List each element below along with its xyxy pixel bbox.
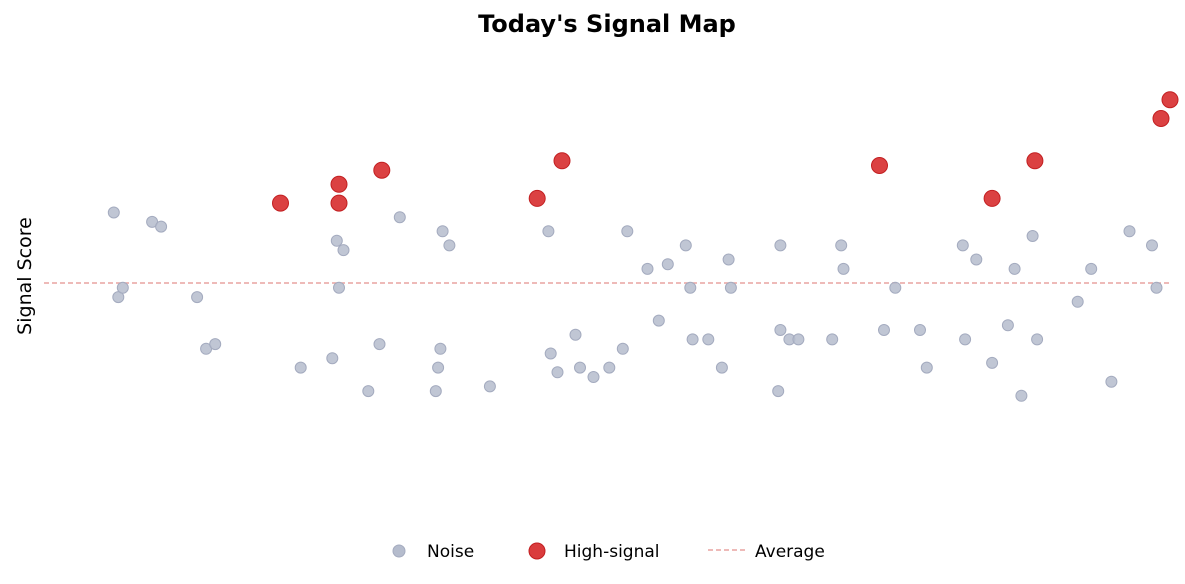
- noise-point-38: [715, 361, 728, 374]
- high-signal-point-5: [553, 152, 571, 170]
- legend-marker-noise: [392, 544, 406, 558]
- noise-point-47: [835, 239, 848, 252]
- noise-point-43: [774, 239, 787, 252]
- noise-point-22: [544, 347, 557, 360]
- noise-point-40: [724, 281, 737, 294]
- noise-point-41: [772, 385, 785, 398]
- noise-point-18: [434, 342, 447, 355]
- noise-point-32: [652, 314, 665, 327]
- noise-point-15: [393, 211, 406, 224]
- noise-point-29: [616, 342, 629, 355]
- noise-point-26: [574, 361, 586, 374]
- legend: Noise High-signal Average: [392, 542, 825, 562]
- noise-point-61: [1031, 333, 1044, 346]
- chart-title: Today's Signal Map: [478, 10, 736, 38]
- high-signal-point-9: [1152, 110, 1170, 127]
- noise-point-66: [1146, 239, 1158, 252]
- noise-point-46: [826, 333, 839, 346]
- high-signal-point-10: [1161, 91, 1179, 109]
- noise-point-35: [684, 281, 697, 294]
- noise-point-65: [1123, 225, 1136, 238]
- high-signal-point-6: [871, 157, 888, 174]
- noise-point-14: [373, 338, 386, 351]
- noise-point-19: [436, 225, 449, 238]
- noise-point-48: [837, 262, 850, 275]
- noise-point-10: [330, 234, 343, 247]
- noise-point-54: [959, 333, 972, 346]
- noise-point-34: [679, 239, 692, 252]
- high-signal-points: [272, 91, 1179, 212]
- noise-point-28: [603, 361, 616, 374]
- noise-point-53: [956, 239, 969, 252]
- noise-point-4: [155, 220, 168, 233]
- noise-point-67: [1150, 281, 1163, 294]
- noise-point-31: [641, 262, 654, 275]
- legend-label-noise: Noise: [427, 542, 474, 562]
- noise-point-45: [792, 333, 805, 346]
- noise-points: [107, 206, 1163, 402]
- noise-point-21: [483, 380, 496, 393]
- noise-point-51: [914, 324, 926, 336]
- noise-point-12: [333, 281, 345, 294]
- noise-point-9: [326, 352, 339, 365]
- noise-point-60: [1026, 230, 1039, 242]
- high-signal-point-8: [1026, 152, 1044, 170]
- high-signal-point-0: [272, 194, 289, 212]
- noise-point-42: [774, 324, 787, 336]
- noise-point-37: [702, 333, 715, 346]
- noise-point-36: [686, 333, 699, 346]
- high-signal-point-7: [983, 189, 1001, 207]
- noise-point-62: [1071, 295, 1084, 308]
- noise-point-16: [429, 385, 442, 398]
- high-signal-point-1: [330, 175, 348, 193]
- noise-point-59: [1015, 389, 1028, 402]
- noise-point-55: [970, 253, 983, 266]
- high-signal-point-4: [528, 189, 546, 207]
- noise-point-49: [878, 324, 890, 336]
- noise-point-13: [362, 385, 375, 398]
- noise-point-27: [587, 371, 600, 383]
- noise-point-5: [191, 291, 204, 304]
- noise-point-0: [107, 206, 120, 219]
- noise-point-52: [920, 361, 933, 374]
- noise-point-39: [722, 253, 735, 266]
- noise-point-11: [337, 244, 350, 257]
- noise-point-8: [294, 361, 307, 374]
- noise-point-23: [542, 225, 555, 238]
- noise-point-64: [1105, 375, 1118, 388]
- high-signal-point-3: [373, 161, 391, 179]
- y-axis-label: Signal Score: [14, 217, 36, 335]
- noise-point-17: [432, 361, 445, 374]
- noise-point-2: [116, 281, 129, 294]
- noise-point-63: [1085, 262, 1098, 275]
- noise-point-56: [986, 356, 999, 369]
- noise-point-57: [1001, 319, 1014, 332]
- noise-point-58: [1008, 262, 1021, 275]
- noise-point-50: [889, 281, 902, 294]
- noise-point-7: [209, 338, 222, 351]
- noise-point-25: [569, 328, 582, 341]
- noise-point-30: [621, 225, 634, 238]
- noise-point-20: [443, 239, 456, 252]
- noise-point-33: [661, 258, 674, 271]
- noise-point-24: [551, 366, 564, 379]
- legend-label-high-signal: High-signal: [564, 542, 660, 562]
- legend-marker-high-signal: [528, 542, 546, 560]
- legend-label-average: Average: [755, 542, 825, 562]
- high-signal-point-2: [330, 194, 348, 212]
